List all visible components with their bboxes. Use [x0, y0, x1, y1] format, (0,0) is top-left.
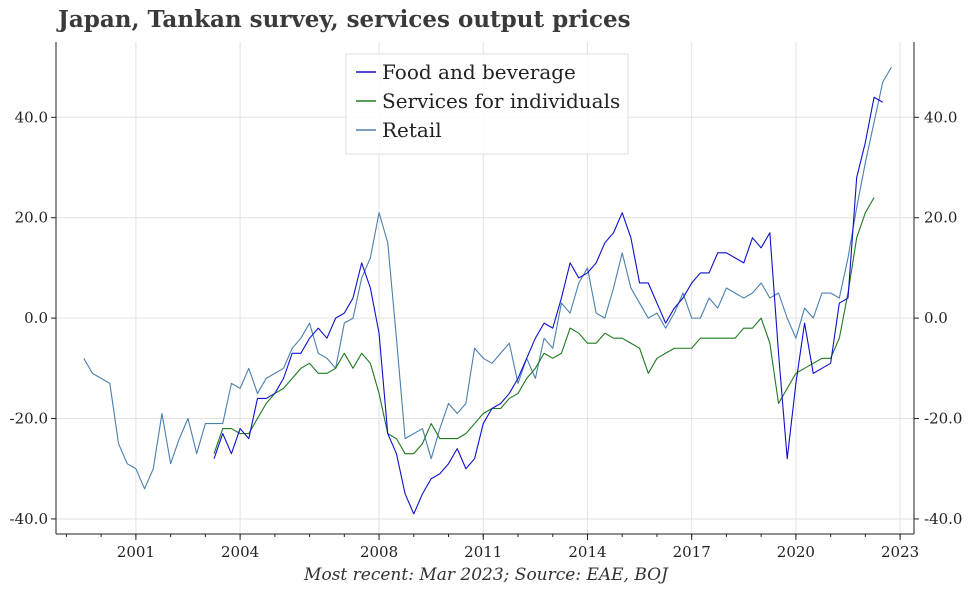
legend-label-retail: Retail: [382, 118, 442, 142]
y-tick-label-left: -40.0: [10, 510, 48, 528]
y-tick-label-right: -20.0: [924, 410, 962, 428]
legend-box: [345, 53, 629, 155]
chart-footer: Most recent: Mar 2023; Source: EAE, BOJ: [304, 565, 668, 585]
x-tick-label: 2011: [464, 543, 502, 561]
y-tick-label-right: 20.0: [924, 209, 957, 227]
y-tick-label-left: 20.0: [15, 209, 48, 227]
chart-title: Japan, Tankan survey, services output pr…: [58, 6, 631, 33]
x-tick-label: 2014: [568, 543, 606, 561]
legend-label-services-for-individuals: Services for individuals: [382, 89, 620, 113]
series-line-food-and-beverage: [213, 96, 884, 515]
series-lines: [83, 66, 892, 515]
x-tick-label: 2020: [777, 543, 815, 561]
x-tick-label: 2001: [117, 543, 155, 561]
series-line-retail: [83, 66, 892, 490]
y-tick-label-left: 0.0: [24, 309, 48, 327]
axes: 2001 2004 2008 2011 2014 2017 2020 2023 -40.0 -40…: [10, 42, 962, 561]
y-tick-label-left: -20.0: [10, 410, 48, 428]
series-line-services-for-individuals: [213, 197, 875, 455]
y-tick-label-right: -40.0: [924, 510, 962, 528]
legend-label-food-and-beverage: Food and beverage: [382, 60, 576, 84]
y-tick-label-right: 40.0: [924, 108, 957, 126]
x-tick-label: 2008: [360, 543, 398, 561]
legend: Food and beverage Services for individual…: [345, 53, 629, 155]
y-tick-label-left: 40.0: [15, 108, 48, 126]
x-tick-label: 2023: [881, 543, 919, 561]
x-tick-label: 2004: [221, 543, 259, 561]
x-tick-label: 2017: [673, 543, 711, 561]
y-tick-label-right: 0.0: [924, 309, 948, 327]
